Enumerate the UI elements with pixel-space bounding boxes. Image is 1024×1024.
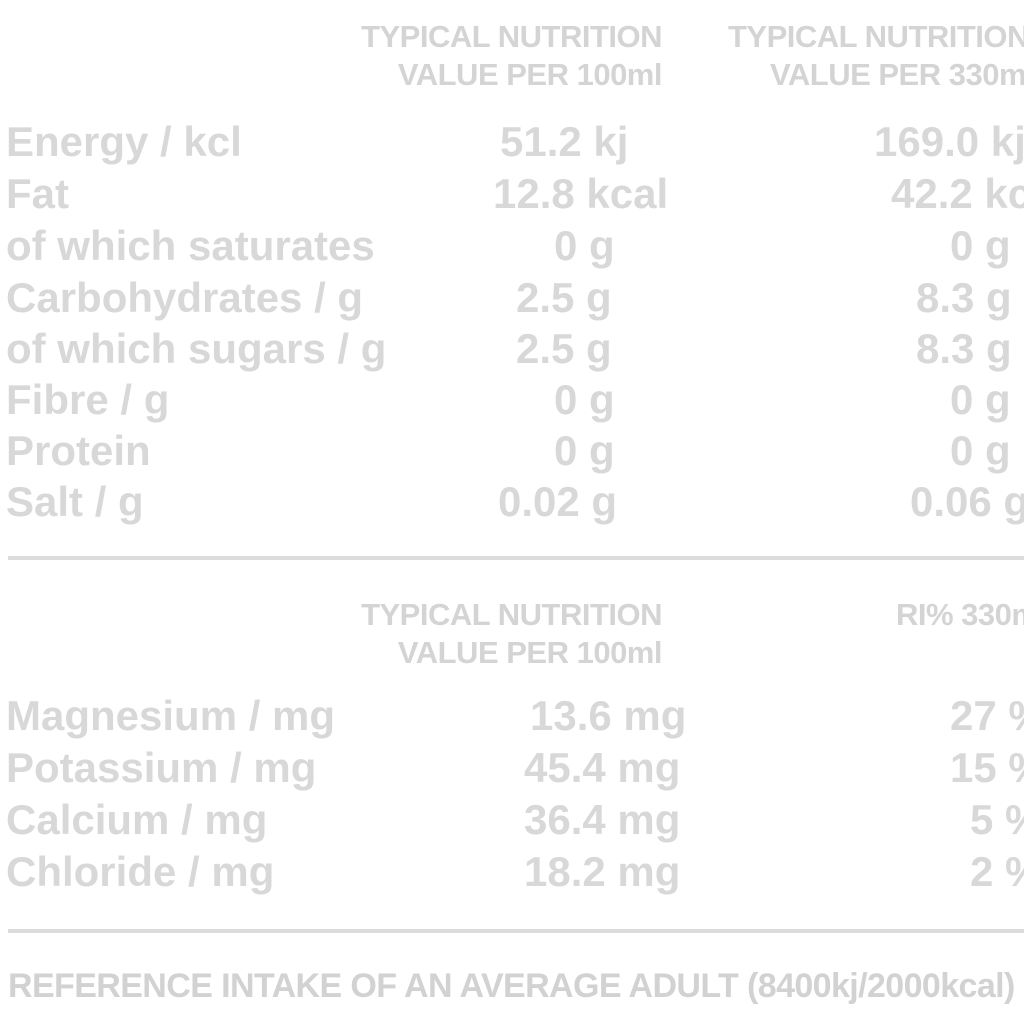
row-label: Fibre / g [6, 376, 170, 423]
row-value-per100: 0 g [554, 222, 615, 269]
row-label: Magnesium / mg [6, 692, 336, 739]
row-value-per100: 2.5 g [516, 325, 612, 372]
row-label: Fat [6, 170, 69, 217]
table1-header-per330-line1: TYPICAL NUTRITION [728, 19, 1024, 54]
table2-divider [8, 929, 1024, 933]
table2-row: Chloride / mg 18.2 mg 2 % [0, 846, 1024, 898]
row-value-per100: 51.2 kj [500, 118, 629, 165]
row-label: Energy / kcl [6, 118, 242, 165]
table1-row: Protein 0 g 0 g [0, 425, 1024, 477]
row-value-per100: 12.8 kcal [493, 170, 669, 217]
row-value-per100: 0 g [554, 427, 615, 474]
table1-row: of which sugars / g 2.5 g 8.3 g [0, 323, 1024, 375]
table2-row: Magnesium / mg 13.6 mg 27 % [0, 690, 1024, 742]
row-value-per330: 0 g [950, 427, 1011, 474]
row-value-per100: 0.02 g [498, 478, 618, 525]
row-value-per330: 42.2 kcal [891, 170, 1024, 217]
row-label: of which sugars / g [6, 325, 387, 372]
row-value-per330: 8.3 g [916, 274, 1012, 321]
table2-header-per100: TYPICAL NUTRITION VALUE PER 100ml [300, 596, 662, 672]
table1-divider [8, 556, 1024, 560]
row-value-ri: 27 % [950, 692, 1024, 739]
row-label: Protein [6, 427, 151, 474]
row-value-per330: 169.0 kj [874, 118, 1024, 165]
row-value-per100: 36.4 mg [524, 796, 681, 843]
table1-row: Carbohydrates / g 2.5 g 8.3 g [0, 272, 1024, 324]
row-label: Carbohydrates / g [6, 274, 364, 321]
row-value-per330: 0.06 g [910, 478, 1024, 525]
row-value-per100: 0 g [554, 376, 615, 423]
table1-header-per100-line2: VALUE PER 100ml [397, 57, 663, 92]
table1-header-per330: TYPICAL NUTRITION VALUE PER 330ml [728, 18, 1024, 94]
row-value-per330: 8.3 g [916, 325, 1012, 372]
table1-header-per330-line2: VALUE PER 330ml [770, 57, 1024, 92]
row-label: Potassium / mg [6, 744, 317, 791]
row-value-per330: 0 g [950, 376, 1011, 423]
table1-row: Fibre / g 0 g 0 g [0, 374, 1024, 426]
table2-row: Potassium / mg 45.4 mg 15 % [0, 742, 1024, 794]
row-value-per100: 45.4 mg [524, 744, 681, 791]
table1-row: Energy / kcl 51.2 kj 169.0 kj [0, 116, 1024, 168]
row-value-per100: 18.2 mg [524, 848, 681, 895]
table2-row: Calcium / mg 36.4 mg 5 % [0, 794, 1024, 846]
table2-header-per100-line1: TYPICAL NUTRITION [361, 597, 662, 632]
table2-header-ri: RI% 330ml [896, 596, 1024, 634]
row-label: Salt / g [6, 478, 144, 525]
row-label: Chloride / mg [6, 848, 275, 895]
table1-row: Salt / g 0.02 g 0.06 g [0, 476, 1024, 528]
row-value-per100: 2.5 g [516, 274, 612, 321]
row-value-per330: 0 g [950, 222, 1011, 269]
row-label: Calcium / mg [6, 796, 268, 843]
row-value-per100: 13.6 mg [530, 692, 687, 739]
row-label: of which saturates [6, 222, 375, 269]
table2-header-per100-line2: VALUE PER 100ml [397, 635, 663, 670]
reference-intake-note: REFERENCE INTAKE OF AN AVERAGE ADULT (84… [8, 967, 1015, 1005]
table1-header-per100-line1: TYPICAL NUTRITION [361, 19, 662, 54]
table2-header-ri-line1: RI% 330ml [896, 597, 1024, 632]
row-value-ri: 15 % [950, 744, 1024, 791]
table1-row: Fat 12.8 kcal 42.2 kcal [0, 168, 1024, 220]
table1-row: of which saturates 0 g 0 g [0, 220, 1024, 272]
table1-header-per100: TYPICAL NUTRITION VALUE PER 100ml [300, 18, 662, 94]
row-value-ri: 2 % [970, 848, 1024, 895]
row-value-ri: 5 % [970, 796, 1024, 843]
